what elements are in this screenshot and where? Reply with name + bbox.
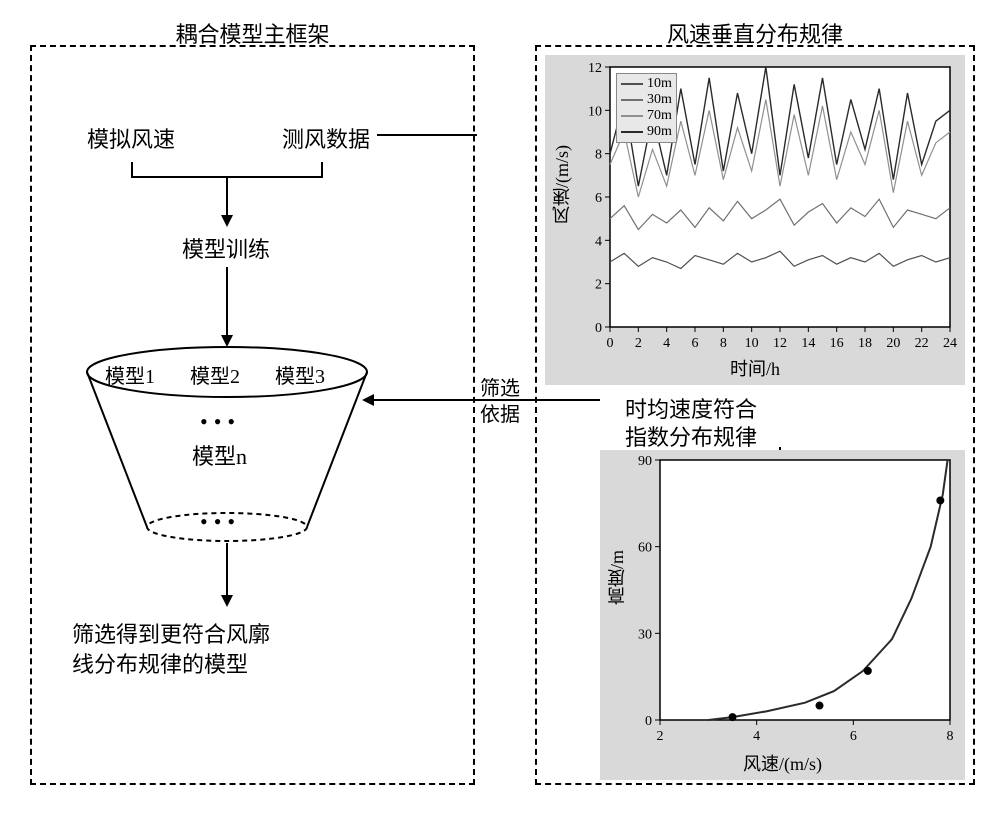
svg-text:0: 0 xyxy=(645,714,652,729)
svg-text:10: 10 xyxy=(745,336,759,351)
model-2: 模型2 xyxy=(190,360,240,389)
top-chart: 风速/(m/s) 时间/h 02468101214161820222402468… xyxy=(545,55,965,385)
svg-text:6: 6 xyxy=(850,729,857,744)
dots-lower: ••• xyxy=(200,509,241,535)
top-ylabel: 风速/(m/s) xyxy=(549,145,575,224)
svg-text:30: 30 xyxy=(638,627,652,642)
top-legend: 10m30m70m90m xyxy=(616,73,677,143)
right-panel-title: 风速垂直分布规律 xyxy=(537,17,973,49)
mid-text-2: 指数分布规律 xyxy=(625,420,757,452)
model-1: 模型1 xyxy=(105,360,155,389)
result-line2: 线分布规律的模型 xyxy=(72,647,248,679)
filter-label-2: 依据 xyxy=(480,398,520,427)
left-panel: 耦合模型主框架 模拟风速 测风数据 模型训练 模型1 模型2 模型3 ••• 模… xyxy=(30,45,475,785)
model-training: 模型训练 xyxy=(182,232,270,264)
top-chart-svg: 024681012141618202224024681012 xyxy=(545,55,965,385)
svg-text:90: 90 xyxy=(638,454,652,469)
bottom-chart-svg: 2 4 6 8 0 30 60 90 xyxy=(600,450,965,780)
bottom-chart: 高度/m 风速/(m/s) 2 4 6 8 0 30 60 90 xyxy=(600,450,965,780)
svg-text:4: 4 xyxy=(595,234,602,249)
svg-text:2: 2 xyxy=(595,278,602,293)
svg-text:12: 12 xyxy=(773,336,787,351)
svg-text:8: 8 xyxy=(947,729,954,744)
top-xlabel: 时间/h xyxy=(545,355,965,381)
svg-text:16: 16 xyxy=(830,336,844,351)
svg-text:6: 6 xyxy=(692,336,699,351)
svg-text:22: 22 xyxy=(915,336,929,351)
model-n: 模型n xyxy=(192,439,247,471)
svg-text:8: 8 xyxy=(720,336,727,351)
filter-label-1: 筛选 xyxy=(480,372,520,401)
svg-text:0: 0 xyxy=(595,321,602,336)
svg-text:14: 14 xyxy=(801,336,815,351)
dots-upper: ••• xyxy=(200,409,241,435)
bottom-ylabel: 高度/m xyxy=(604,550,630,605)
svg-text:20: 20 xyxy=(886,336,900,351)
svg-text:6: 6 xyxy=(595,191,602,206)
result-line1: 筛选得到更符合风廓 xyxy=(72,617,270,649)
svg-text:2: 2 xyxy=(657,729,664,744)
svg-text:4: 4 xyxy=(663,336,670,351)
bottom-xlabel: 风速/(m/s) xyxy=(600,750,965,776)
svg-text:12: 12 xyxy=(588,61,602,76)
svg-text:8: 8 xyxy=(595,148,602,163)
model-3: 模型3 xyxy=(275,360,325,389)
svg-text:2: 2 xyxy=(635,336,642,351)
svg-text:18: 18 xyxy=(858,336,872,351)
svg-text:4: 4 xyxy=(753,729,760,744)
svg-text:60: 60 xyxy=(638,541,652,556)
svg-text:0: 0 xyxy=(607,336,614,351)
left-panel-title: 耦合模型主框架 xyxy=(32,17,473,49)
svg-text:24: 24 xyxy=(943,336,957,351)
svg-text:10: 10 xyxy=(588,104,602,119)
